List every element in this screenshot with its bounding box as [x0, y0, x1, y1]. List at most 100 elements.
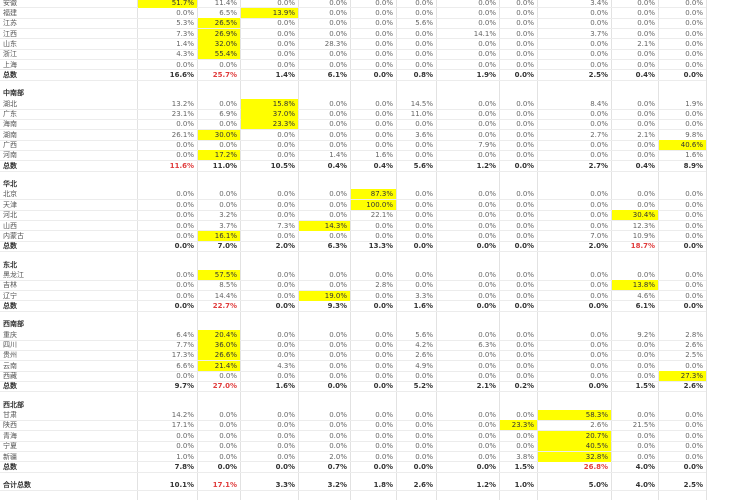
cell-value: 0.0% — [637, 151, 655, 160]
cell-value: 37.0% — [241, 109, 298, 119]
row-label: 广西 — [3, 141, 17, 150]
cell-value: 2.6% — [685, 341, 703, 349]
cell-value: 0.0% — [219, 421, 237, 430]
cell-value: 13.9% — [241, 7, 298, 18]
cell-value: 2.6% — [590, 421, 608, 430]
row-label: 广东 — [3, 110, 17, 118]
cell-value: 0.0% — [375, 341, 393, 349]
cell-value: 87.3% — [351, 189, 396, 200]
cell-value: 3.3% — [415, 291, 433, 300]
cell-value: 3.6% — [415, 130, 433, 139]
cell-value: 0.0% — [685, 231, 703, 240]
row-label: 江苏 — [3, 19, 17, 28]
row-line — [0, 471, 706, 473]
cell-value: 2.8% — [685, 330, 703, 339]
cell-value: 2.7% — [590, 130, 608, 139]
cell-value: 1.4% — [275, 70, 295, 79]
cell-value: 0.0% — [329, 99, 347, 108]
cell-value: 0.0% — [685, 361, 703, 370]
cell-value: 0.0% — [514, 70, 534, 79]
grid-line — [137, 0, 138, 500]
cell-value: 0.0% — [415, 0, 433, 7]
cell-value: 4.0% — [635, 462, 655, 471]
cell-value: 0.0% — [516, 351, 534, 360]
cell-value: 0.0% — [277, 281, 295, 290]
cell-value: 0.0% — [637, 110, 655, 118]
cell-value: 0.0% — [685, 291, 703, 300]
cell-value: 18.7% — [630, 242, 655, 251]
cell-value: 17.3% — [171, 351, 194, 360]
cell-value: 2.6% — [683, 382, 703, 391]
row-line — [0, 28, 706, 30]
cell-value: 0.0% — [373, 70, 393, 79]
cell-value: 2.0% — [329, 452, 347, 461]
cell-value: 0.0% — [375, 99, 393, 108]
cell-value: 27.3% — [659, 371, 706, 382]
cell-value: 0.0% — [277, 29, 295, 38]
cell-value: 0.0% — [637, 341, 655, 349]
cell-value: 3.8% — [516, 452, 534, 461]
cell-value: 6.3% — [327, 242, 347, 251]
cell-value: 0.0% — [277, 0, 295, 7]
row-line — [0, 108, 706, 110]
cell-value: 0.0% — [637, 190, 655, 199]
cell-value: 0.0% — [176, 442, 194, 451]
cell-value: 0.0% — [329, 19, 347, 28]
section-title: 中南部 — [3, 89, 24, 98]
cell-value: 19.0% — [299, 290, 350, 301]
cell-value: 0.0% — [516, 110, 534, 118]
cell-value: 13.2% — [171, 99, 194, 108]
cell-value: 0.0% — [415, 141, 433, 150]
cell-value: 2.5% — [685, 351, 703, 360]
cell-value: 32.8% — [538, 451, 611, 462]
row-line — [0, 149, 706, 151]
cell-value: 0.0% — [478, 421, 496, 430]
cell-value: 0.0% — [683, 301, 703, 310]
row-line — [0, 290, 706, 292]
row-line — [0, 209, 706, 211]
cell-value: 0.0% — [478, 452, 496, 461]
cell-value: 0.0% — [277, 270, 295, 279]
cell-value: 1.6% — [275, 382, 295, 391]
cell-value: 1.2% — [476, 481, 496, 490]
cell-value: 0.0% — [637, 29, 655, 38]
cell-value: 0.0% — [516, 431, 534, 440]
cell-value: 9.2% — [637, 330, 655, 339]
cell-value: 0.0% — [516, 151, 534, 160]
grid-line — [658, 0, 659, 500]
cell-value: 0.0% — [590, 221, 608, 230]
cell-value: 0.0% — [685, 221, 703, 230]
cell-value: 0.0% — [176, 231, 194, 240]
row-label: 宁夏 — [3, 442, 17, 451]
cell-value: 6.5% — [219, 8, 237, 17]
row-label: 湖南 — [3, 130, 17, 139]
cell-value: 7.7% — [176, 341, 194, 349]
cell-value: 0.0% — [375, 431, 393, 440]
cell-value: 0.4% — [635, 70, 655, 79]
cell-value: 23.1% — [171, 110, 194, 118]
cell-value: 0.0% — [683, 242, 703, 251]
cell-value: 14.3% — [299, 220, 350, 231]
cell-value: 0.0% — [375, 231, 393, 240]
cell-value: 0.0% — [375, 8, 393, 17]
cell-value: 0.0% — [329, 50, 347, 59]
cell-value: 0.0% — [685, 190, 703, 199]
row-line — [0, 430, 706, 432]
cell-value: 0.0% — [478, 151, 496, 160]
cell-value: 23.3% — [500, 420, 537, 431]
row-line — [0, 360, 706, 362]
cell-value: 0.0% — [478, 291, 496, 300]
cell-value: 0.0% — [516, 0, 534, 7]
cell-value: 0.0% — [478, 8, 496, 17]
cell-value: 0.0% — [590, 211, 608, 220]
cell-value: 0.0% — [478, 411, 496, 420]
cell-value: 2.1% — [476, 382, 496, 391]
row-label: 河北 — [3, 211, 17, 220]
cell-value: 0.0% — [478, 110, 496, 118]
cell-value: 0.0% — [375, 60, 393, 69]
cell-value: 0.0% — [176, 190, 194, 199]
cell-value: 0.0% — [277, 421, 295, 430]
cell-value: 0.0% — [516, 330, 534, 339]
cell-value: 0.0% — [219, 452, 237, 461]
cell-value: 0.0% — [415, 8, 433, 17]
